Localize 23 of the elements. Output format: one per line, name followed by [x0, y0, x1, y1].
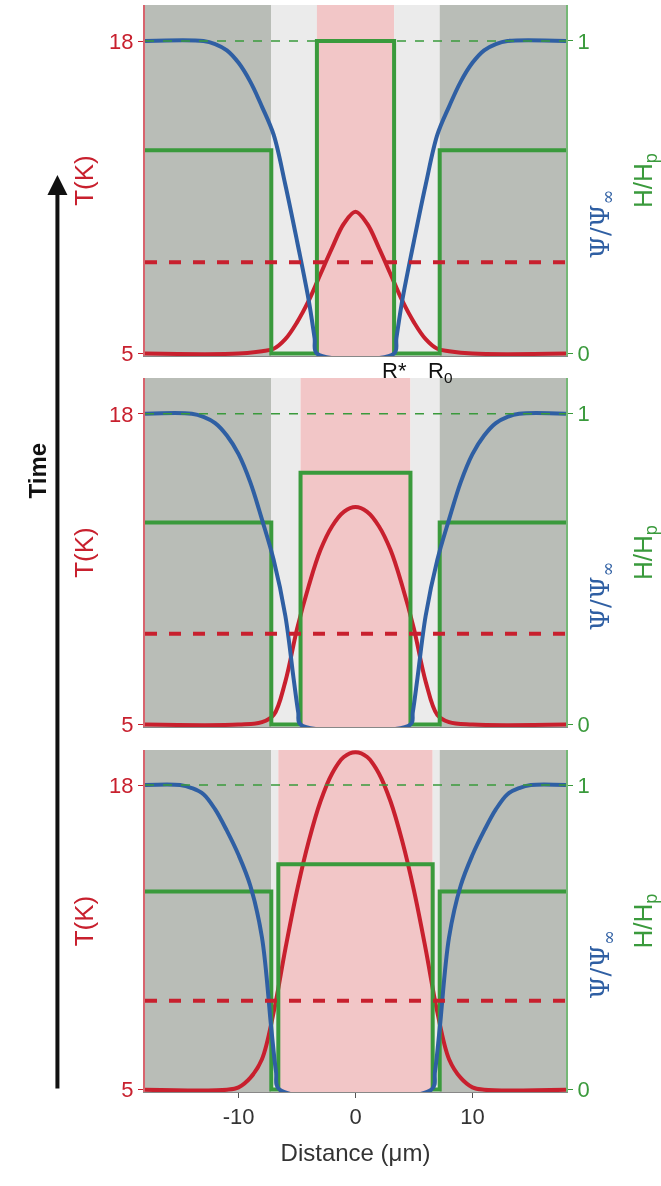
x-tick-label: -10: [222, 1104, 255, 1130]
y-axis-title: T(K): [69, 155, 100, 206]
y2-tick-label: 1: [577, 772, 590, 798]
y-tick-label: 18: [109, 401, 134, 427]
y-axis-title: T(K): [69, 895, 100, 947]
y-axis-title: T(K): [69, 527, 100, 578]
x-tick-label: 10: [460, 1104, 485, 1130]
line-series: [145, 411, 566, 727]
y-tick-label: 18: [109, 772, 134, 798]
annotation: R$_{0}$: [428, 358, 453, 386]
y2-tick-label: 0: [577, 1077, 590, 1103]
y-tick-label: 18: [109, 28, 134, 54]
y2-tick-label: 1: [577, 28, 590, 54]
y-tick-label: 5: [121, 341, 134, 367]
y2-tick-label: 0: [577, 341, 590, 367]
annotation: R*: [382, 358, 407, 383]
y2-tick-label: 1: [577, 401, 590, 427]
y-tick-label: 5: [121, 712, 134, 738]
y2-tick-label: 0: [577, 712, 590, 738]
x-tick-label: 0: [349, 1104, 362, 1130]
x-axis-title: Distance (μm): [280, 1138, 431, 1166]
y-tick-label: 5: [121, 1077, 134, 1103]
text: Time: [24, 442, 52, 499]
